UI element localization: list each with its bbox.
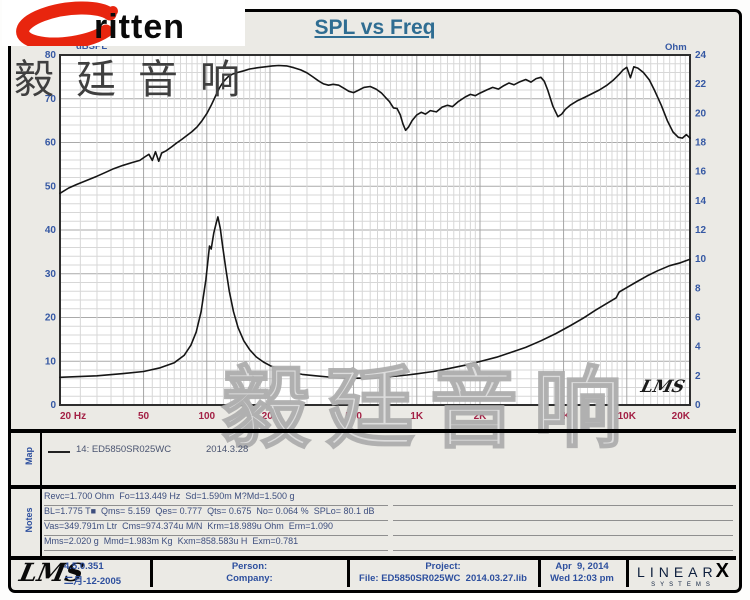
file-name: File: ED5850SR025WC 2014.03.27.lib	[359, 573, 527, 584]
legend-line-swatch	[48, 451, 70, 453]
svg-text:80: 80	[45, 50, 57, 61]
svg-text:500: 500	[345, 411, 362, 422]
svg-text:24: 24	[695, 50, 707, 61]
svg-text:2: 2	[695, 371, 701, 382]
svg-text:1K: 1K	[410, 411, 424, 422]
notes-line-2: BL=1.775 T■ Qms= 5.159 Qes= 0.777 Qts= 0…	[44, 506, 388, 521]
divider	[40, 433, 42, 485]
divider	[11, 485, 736, 489]
notes-line-4: Mms=2.020 g Mmd=1.983m Kg Kxm=858.583u H…	[44, 536, 388, 551]
divider	[40, 489, 42, 556]
svg-text:14: 14	[695, 196, 707, 207]
brand-swoosh-icon	[16, 1, 118, 51]
report-date: Apr 9, 2014	[555, 561, 609, 572]
svg-text:20K: 20K	[672, 411, 691, 422]
svg-text:10K: 10K	[618, 411, 637, 422]
svg-text:60: 60	[45, 138, 57, 149]
notes-line-1: Revc=1.700 Ohm Fo=113.449 Hz Sd=1.590m M…	[44, 491, 388, 506]
svg-text:4: 4	[695, 342, 701, 353]
map-section-label: Map	[24, 447, 34, 465]
linearx-name: LINEAR	[637, 564, 718, 580]
svg-text:0: 0	[50, 400, 56, 411]
divider	[11, 429, 736, 433]
svg-text:20: 20	[45, 313, 57, 324]
divider	[11, 556, 736, 560]
app-version: 4.5.0.351	[64, 561, 104, 572]
spl-curve	[59, 64, 691, 195]
svg-text:dBSPL: dBSPL	[76, 41, 107, 52]
person-label: Person:	[231, 561, 268, 572]
svg-text:10: 10	[695, 254, 707, 265]
divider	[626, 559, 629, 587]
brand-chinese-text: 毅廷音响	[14, 58, 262, 102]
page-title: SPL vs Freq	[314, 16, 436, 39]
svg-text:10: 10	[45, 356, 57, 367]
legend-curve-name: 14: ED5850SR025WC	[76, 444, 172, 455]
spl-vs-freq-chart: 01020304050607080024681012141618202224dB…	[45, 41, 707, 422]
svg-text:18: 18	[695, 138, 707, 149]
svg-text:20: 20	[695, 108, 707, 119]
linearx-logo: LINEAR X SYSTEMS	[630, 560, 736, 588]
linearx-systems: SYSTEMS	[651, 582, 715, 588]
blank-ruled-line	[393, 536, 733, 551]
svg-text:50: 50	[138, 411, 150, 422]
lms-signature-watermark: LMS	[638, 377, 687, 397]
svg-text:8: 8	[695, 283, 701, 294]
svg-text:0: 0	[695, 400, 701, 411]
svg-text:16: 16	[695, 167, 707, 178]
divider	[150, 559, 153, 587]
svg-text:30: 30	[45, 269, 57, 280]
svg-text:50: 50	[45, 181, 57, 192]
divider	[538, 559, 541, 587]
brand-logo: ritten	[2, 0, 245, 51]
svg-text:40: 40	[45, 225, 57, 236]
svg-text:100: 100	[198, 411, 215, 422]
company-label: Company:	[226, 573, 273, 584]
app-build-date: 二月-12-2005	[64, 576, 122, 587]
svg-text:5K: 5K	[557, 411, 571, 422]
report-time: Wed 12:03 pm	[550, 573, 614, 584]
divider	[347, 559, 350, 587]
notes-line-3: Vas=349.791m Ltr Cms=974.374u M/N Krm=18…	[44, 521, 388, 536]
svg-text:12: 12	[695, 225, 707, 236]
blank-ruled-line	[393, 521, 733, 536]
svg-text:2K: 2K	[474, 411, 488, 422]
svg-text:20 Hz: 20 Hz	[60, 411, 86, 422]
brand-name-text: ritten	[94, 8, 185, 46]
svg-text:Ohm: Ohm	[665, 42, 687, 53]
svg-text:6: 6	[695, 313, 701, 324]
chinese-outline-watermark: 毅廷音响	[221, 358, 639, 459]
blank-ruled-line	[393, 491, 733, 506]
impedance-curve	[59, 216, 691, 379]
svg-text:200: 200	[262, 411, 279, 422]
blank-ruled-line	[393, 506, 733, 521]
svg-text:22: 22	[695, 79, 707, 90]
linearx-x: X	[715, 560, 729, 582]
notes-section-label: Notes	[24, 507, 34, 533]
svg-text:70: 70	[45, 94, 57, 105]
project-label: Project:	[425, 561, 461, 572]
legend-curve-date: 2014.3.28	[206, 444, 249, 455]
